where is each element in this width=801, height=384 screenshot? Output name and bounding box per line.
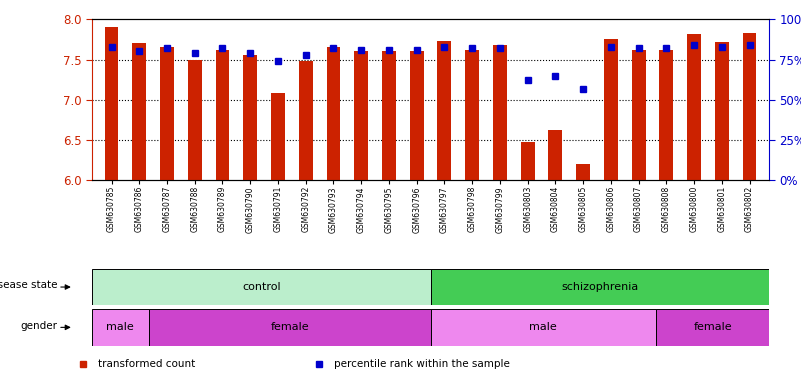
Bar: [244, 56, 257, 180]
Bar: [430, 269, 769, 305]
Bar: [410, 51, 424, 180]
Text: schizophrenia: schizophrenia: [562, 282, 638, 292]
Bar: [521, 142, 534, 180]
Bar: [632, 50, 646, 180]
Bar: [714, 42, 729, 180]
Bar: [299, 61, 312, 180]
Bar: [493, 45, 507, 180]
Bar: [743, 33, 756, 180]
Bar: [187, 60, 202, 180]
Bar: [92, 309, 148, 346]
Bar: [215, 50, 229, 180]
Bar: [382, 51, 396, 180]
Text: disease state: disease state: [0, 280, 57, 290]
Bar: [105, 27, 119, 180]
Bar: [549, 131, 562, 180]
Text: gender: gender: [20, 321, 57, 331]
Bar: [604, 40, 618, 180]
Bar: [576, 164, 590, 180]
Bar: [132, 43, 147, 180]
Text: female: female: [270, 322, 309, 333]
Text: percentile rank within the sample: percentile rank within the sample: [334, 359, 509, 369]
Text: transformed count: transformed count: [99, 359, 195, 369]
Bar: [148, 309, 431, 346]
Bar: [271, 93, 285, 180]
Text: male: male: [107, 322, 135, 333]
Bar: [354, 51, 368, 180]
Bar: [160, 48, 174, 180]
Bar: [465, 50, 479, 180]
Text: male: male: [529, 322, 557, 333]
Bar: [687, 34, 701, 180]
Text: control: control: [242, 282, 280, 292]
Text: female: female: [693, 322, 732, 333]
Bar: [430, 309, 656, 346]
Bar: [659, 50, 674, 180]
Bar: [92, 269, 430, 305]
Bar: [327, 48, 340, 180]
Bar: [656, 309, 769, 346]
Bar: [437, 41, 451, 180]
